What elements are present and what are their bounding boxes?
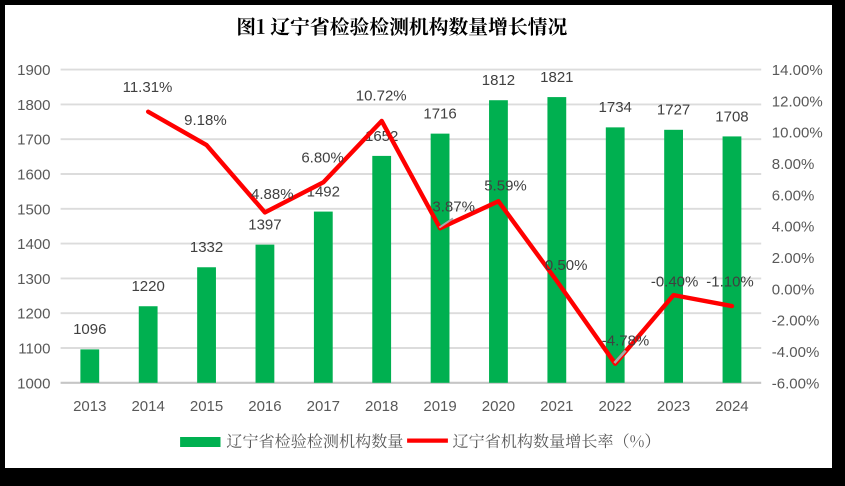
- svg-text:1700: 1700: [17, 132, 50, 149]
- svg-text:-2.00%: -2.00%: [772, 313, 820, 330]
- svg-text:4.00%: 4.00%: [772, 219, 815, 236]
- svg-text:3.87%: 3.87%: [432, 198, 475, 215]
- svg-text:1200: 1200: [17, 306, 50, 323]
- svg-text:-0.40%: -0.40%: [651, 273, 699, 290]
- svg-text:-6.00%: -6.00%: [772, 375, 820, 392]
- svg-text:1708: 1708: [715, 108, 748, 125]
- svg-text:-4.78%: -4.78%: [602, 332, 650, 349]
- svg-text:1400: 1400: [17, 236, 50, 253]
- svg-text:12.00%: 12.00%: [772, 93, 823, 110]
- svg-text:2021: 2021: [540, 398, 573, 415]
- svg-text:1800: 1800: [17, 97, 50, 114]
- svg-text:14.00%: 14.00%: [772, 62, 823, 79]
- svg-text:9.18%: 9.18%: [184, 112, 227, 129]
- svg-text:1900: 1900: [17, 62, 50, 79]
- svg-text:1300: 1300: [17, 271, 50, 288]
- svg-text:1821: 1821: [540, 69, 573, 86]
- svg-text:10.00%: 10.00%: [772, 125, 823, 142]
- svg-text:2023: 2023: [657, 398, 690, 415]
- svg-text:1727: 1727: [657, 102, 690, 119]
- svg-text:0.00%: 0.00%: [772, 281, 815, 298]
- svg-text:2019: 2019: [423, 398, 456, 415]
- svg-text:2015: 2015: [190, 398, 223, 415]
- svg-text:11.31%: 11.31%: [123, 79, 173, 96]
- svg-text:2017: 2017: [307, 398, 340, 415]
- svg-text:6.00%: 6.00%: [772, 187, 815, 204]
- svg-text:-4.00%: -4.00%: [772, 344, 820, 361]
- svg-text:2016: 2016: [248, 398, 281, 415]
- svg-text:2024: 2024: [715, 398, 748, 415]
- svg-text:4.88%: 4.88%: [251, 186, 294, 203]
- svg-text:1332: 1332: [190, 239, 223, 256]
- svg-text:2022: 2022: [599, 398, 632, 415]
- svg-text:1397: 1397: [248, 216, 281, 233]
- svg-text:2020: 2020: [482, 398, 515, 415]
- svg-text:1000: 1000: [17, 375, 50, 392]
- svg-text:2014: 2014: [131, 398, 164, 415]
- svg-text:5.59%: 5.59%: [484, 177, 527, 194]
- svg-text:-1.10%: -1.10%: [706, 273, 754, 290]
- svg-text:2013: 2013: [73, 398, 106, 415]
- svg-text:10.72%: 10.72%: [356, 88, 407, 105]
- svg-text:1100: 1100: [18, 340, 50, 357]
- svg-text:1734: 1734: [599, 99, 632, 116]
- svg-text:1716: 1716: [423, 105, 456, 122]
- svg-text:1812: 1812: [482, 72, 515, 89]
- svg-text:1220: 1220: [131, 278, 164, 295]
- svg-text:2.00%: 2.00%: [772, 250, 815, 267]
- svg-text:8.00%: 8.00%: [772, 156, 815, 173]
- svg-text:6.80%: 6.80%: [301, 150, 344, 167]
- svg-text:1500: 1500: [17, 201, 50, 218]
- svg-text:1600: 1600: [17, 166, 50, 183]
- svg-text:0.50%: 0.50%: [545, 257, 588, 274]
- svg-text:1096: 1096: [73, 321, 106, 338]
- svg-text:2018: 2018: [365, 398, 398, 415]
